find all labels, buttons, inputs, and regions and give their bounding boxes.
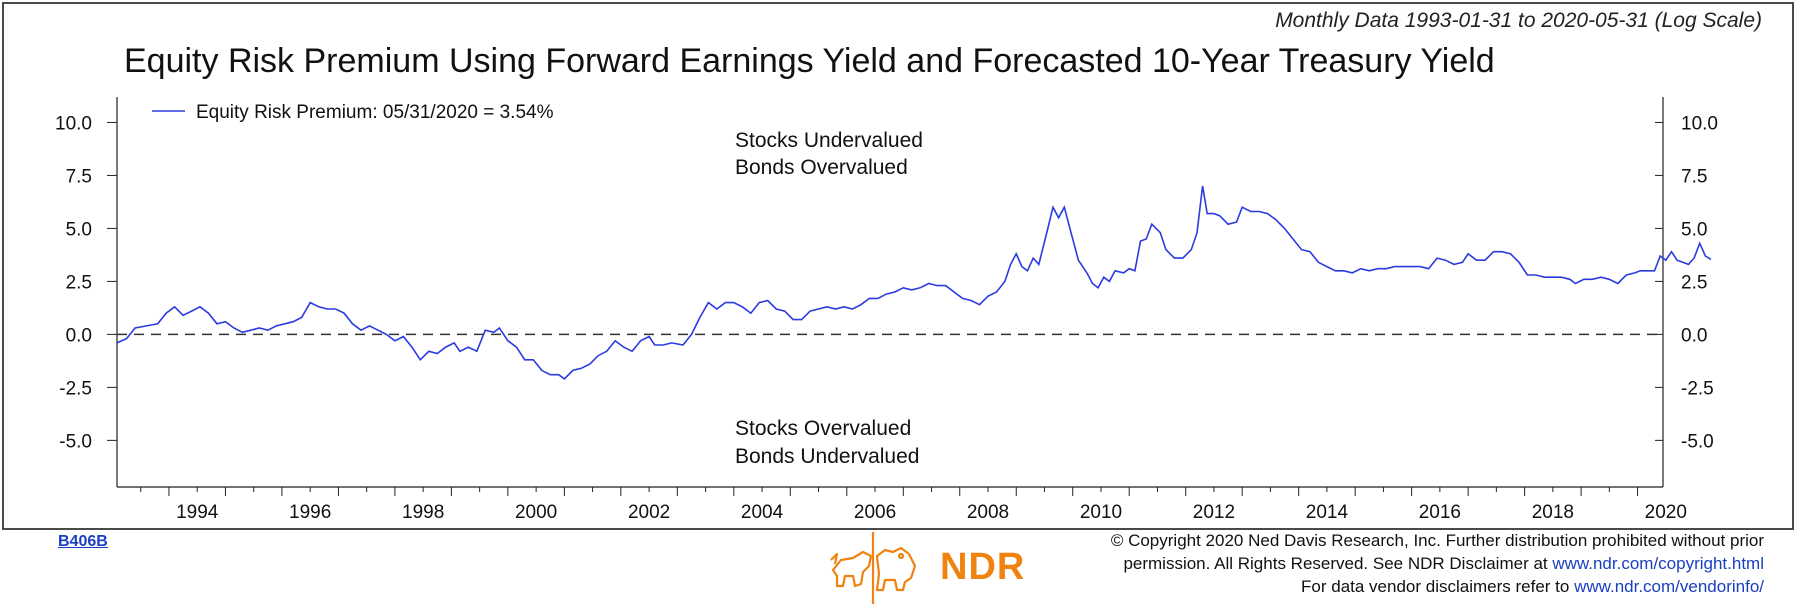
- chart-frame: [2, 2, 1794, 530]
- x-tick-label: 1994: [176, 502, 219, 523]
- copyright-notice: © Copyright 2020 Ned Davis Research, Inc…: [1111, 529, 1764, 598]
- x-tick-label: 2008: [967, 502, 1009, 523]
- vendorinfo-link[interactable]: www.ndr.com/vendorinfo/: [1574, 577, 1764, 596]
- series-line-equity-risk-premium: [116, 185, 1712, 380]
- x-tick-label: 2012: [1193, 502, 1235, 523]
- annotation-stocks-overvalued: Stocks Overvalued: [735, 417, 911, 440]
- x-tick-label: 1996: [289, 502, 331, 523]
- y-tick-label-right: -2.5: [1681, 378, 1714, 399]
- x-tick-label: 2004: [741, 502, 784, 523]
- y-tick-label-right: 5.0: [1681, 219, 1707, 240]
- y-tick-label-right: 10.0: [1681, 113, 1718, 134]
- y-tick-label-right: 0.0: [1681, 325, 1707, 346]
- ndr-bull-bear-logo-icon: [830, 532, 917, 604]
- y-tick-label-right: 2.5: [1681, 272, 1707, 293]
- ndr-logo-text: NDR: [940, 546, 1026, 588]
- x-tick-label: 2020: [1645, 502, 1687, 523]
- y-tick-label-left: -2.5: [59, 378, 92, 399]
- y-tick-label-right: 7.5: [1681, 166, 1707, 187]
- copyright-line-1: © Copyright 2020 Ned Davis Research, Inc…: [1110, 531, 1764, 550]
- x-tick-label: 2016: [1419, 502, 1461, 523]
- y-tick-label-left: 2.5: [66, 272, 92, 293]
- x-tick-label: 2018: [1532, 502, 1574, 523]
- y-tick-label-left: 5.0: [66, 219, 92, 240]
- annotation-bonds-undervalued: Bonds Undervalued: [735, 445, 919, 468]
- y-tick-label-left: 7.5: [66, 166, 92, 187]
- annotation-stocks-undervalued: Stocks Undervalued: [735, 129, 923, 152]
- y-tick-label-left: 0.0: [66, 325, 92, 346]
- chart-subtitle: Monthly Data 1993-01-31 to 2020-05-31 (L…: [1275, 9, 1762, 32]
- annotation-bonds-overvalued: Bonds Overvalued: [735, 156, 908, 179]
- copyright-line-3: For data vendor disclaimers refer to www…: [1301, 577, 1764, 596]
- copyright-line-2: permission. All Rights Reserved. See NDR…: [1123, 554, 1764, 573]
- y-tick-label-left: -5.0: [59, 431, 92, 452]
- x-tick-label: 1998: [402, 502, 444, 523]
- y-tick-label-right: -5.0: [1681, 431, 1714, 452]
- x-tick-label: 2010: [1080, 502, 1122, 523]
- copyright-link[interactable]: www.ndr.com/copyright.html: [1552, 554, 1764, 573]
- x-tick-label: 2000: [515, 502, 557, 523]
- chart-code-link[interactable]: B406B: [58, 533, 108, 550]
- legend-label: Equity Risk Premium: 05/31/2020 = 3.54%: [196, 102, 554, 123]
- chart-title: Equity Risk Premium Using Forward Earnin…: [124, 42, 1495, 80]
- chart-svg: 10.0 10.0 7.5 7.5 5.0 5.0 2.5 2.5 0.0 0.0 -2.5 -2.5…: [55, 97, 1718, 523]
- x-tick-label: 2006: [854, 502, 896, 523]
- x-tick-label: 2014: [1306, 502, 1349, 523]
- y-tick-label-left: 10.0: [55, 113, 92, 134]
- x-tick-label: 2002: [628, 502, 670, 523]
